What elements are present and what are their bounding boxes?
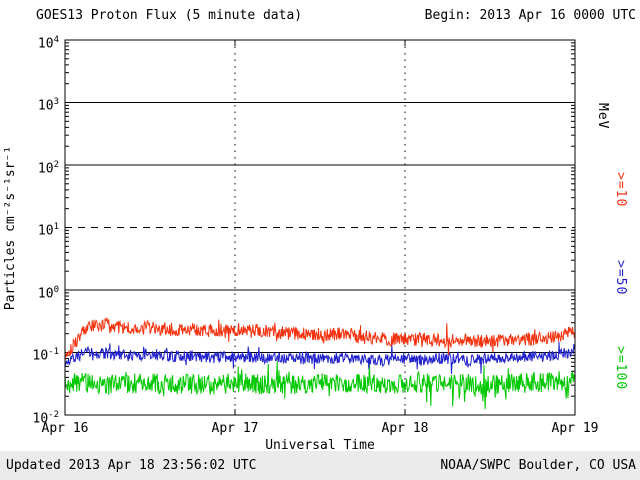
mev-unit-label: MeV (595, 103, 610, 130)
x-axis-label: Universal Time (265, 438, 375, 453)
y-tick-1e3: 103 (37, 97, 59, 114)
x-tick-apr19: Apr 19 (551, 421, 599, 436)
begin-time-label: Begin: 2013 Apr 16 0000 UTC (424, 8, 636, 23)
x-tick-apr16: Apr 16 (41, 421, 89, 436)
y-tick-1e2: 102 (37, 160, 59, 177)
y-tick-1e0: 100 (37, 285, 59, 302)
x-tick-apr18: Apr 18 (381, 421, 429, 436)
legend-ge100-label: >=100 (613, 346, 628, 391)
legend-ge50-label: >=50 (613, 260, 628, 296)
series--50-mev-line (64, 341, 576, 375)
footer-updated: Updated 2013 Apr 18 23:56:02 UTC (6, 458, 257, 473)
series--100-mev-line (64, 360, 576, 410)
y-tick-1e1: 101 (37, 222, 59, 239)
page-title: GOES13 Proton Flux (5 minute data) (36, 8, 303, 23)
plot-border (64, 39, 576, 416)
y-tick-1e4: 104 (37, 35, 59, 52)
legend-ge10-label: >=10 (613, 172, 628, 208)
footer-bar (0, 451, 640, 480)
footer-source: NOAA/SWPC Boulder, CO USA (440, 458, 636, 473)
y-tick-1e-1: 10-1 (32, 347, 60, 364)
series--10-mev-line (64, 317, 576, 361)
x-tick-apr17: Apr 17 (211, 421, 259, 436)
y-tick-1e-2: 10-2 (32, 410, 60, 427)
